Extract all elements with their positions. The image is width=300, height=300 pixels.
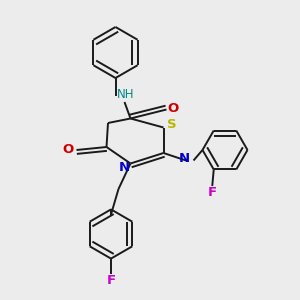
Text: F: F (106, 274, 116, 287)
Text: S: S (167, 118, 177, 131)
Text: O: O (167, 101, 179, 115)
Text: O: O (62, 142, 74, 156)
Text: NH: NH (117, 88, 134, 101)
Text: F: F (208, 186, 217, 199)
Text: N: N (179, 152, 190, 166)
Text: N: N (119, 160, 130, 174)
